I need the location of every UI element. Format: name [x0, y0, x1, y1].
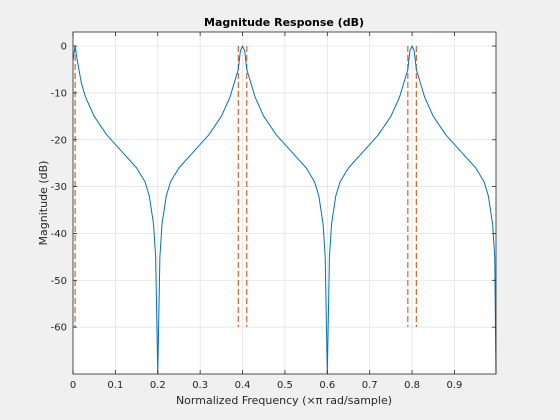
x-tick-label: 0.5	[277, 380, 293, 391]
grid-lines	[72, 32, 496, 374]
x-tick-label: 0.9	[447, 380, 463, 391]
y-tick-labels: 0 -10 -20 -30 -40 -50 -60	[51, 42, 67, 334]
x-tick-label: 0	[70, 380, 76, 391]
y-axis-label: Magnitude (dB)	[37, 161, 50, 246]
x-tick-label: 0.8	[404, 380, 420, 391]
x-tick-label: 0.4	[235, 380, 251, 391]
x-tick-label: 0.7	[362, 380, 378, 391]
x-tick-label: 0.6	[319, 380, 335, 391]
magnitude-response-line	[72, 45, 497, 375]
plot-area	[73, 32, 496, 374]
x-tick-labels: 0 0.1 0.2 0.3 0.4 0.5 0.6 0.7 0.8 0.9	[70, 380, 463, 391]
y-tick-label: 0	[61, 42, 67, 53]
y-tick-label: -50	[51, 276, 67, 287]
x-tick-label: 0.2	[150, 380, 166, 391]
y-tick-label: -30	[51, 182, 67, 193]
x-axis-label: Normalized Frequency (×π rad/sample)	[176, 394, 392, 407]
axes-box	[72, 31, 497, 375]
y-tick-label: -40	[51, 229, 67, 240]
y-tick-label: -60	[51, 323, 67, 334]
x-tick-label: 0.3	[192, 380, 208, 391]
chart-title: Magnitude Response (dB)	[204, 16, 364, 29]
x-tick-label: 0.1	[107, 380, 123, 391]
y-tick-label: -10	[51, 88, 67, 99]
tick-marks	[72, 32, 496, 374]
y-tick-label: -20	[51, 135, 67, 146]
